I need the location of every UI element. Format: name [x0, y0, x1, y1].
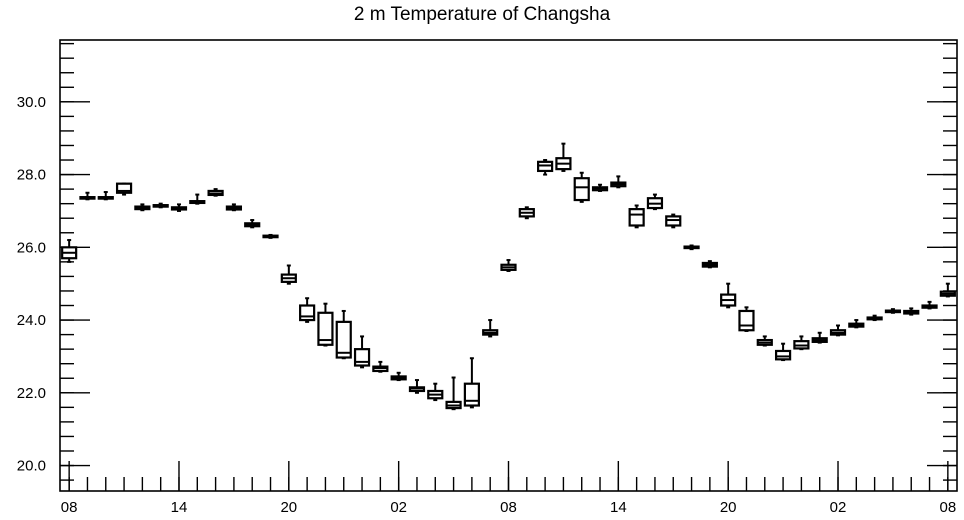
- box-body: [573, 177, 590, 202]
- box-body: [628, 208, 645, 227]
- box-plot: [921, 300, 938, 310]
- box-plot: [738, 306, 755, 332]
- x-tick-label: 02: [390, 499, 407, 516]
- box-plot: [353, 335, 371, 369]
- y-tick-label: 20.0: [17, 458, 46, 475]
- box-plot: [537, 159, 554, 176]
- box-plot: [170, 203, 188, 212]
- box-plot: [225, 203, 243, 212]
- box-plot: [115, 182, 133, 196]
- x-tick-label: 08: [940, 499, 957, 516]
- box-plot: [207, 188, 224, 197]
- box-plot: [317, 302, 334, 347]
- box-plot: [573, 171, 590, 203]
- box-plot: [61, 239, 78, 263]
- box-plot: [555, 142, 572, 172]
- chart-title: 2 m Temperature of Changsha: [353, 4, 611, 25]
- y-tick-label: 26.0: [17, 239, 46, 256]
- box-plot: [97, 191, 114, 201]
- box-plot: [811, 331, 828, 344]
- box-plot: [134, 203, 151, 212]
- x-tick-label: 08: [500, 499, 517, 516]
- box-plot: [280, 264, 297, 285]
- box-plot: [390, 371, 407, 382]
- box-plot: [244, 219, 261, 229]
- box-plot: [299, 297, 316, 323]
- x-tick-label: 02: [830, 499, 847, 516]
- y-tick-label: 22.0: [17, 385, 46, 402]
- box-plot: [829, 324, 847, 337]
- box-plot: [591, 183, 609, 192]
- box-plot: [866, 314, 883, 322]
- box-plot: [482, 319, 499, 338]
- box-plot: [427, 382, 444, 402]
- box-body: [115, 182, 133, 194]
- box-plot: [500, 259, 517, 272]
- box-plot: [848, 319, 865, 329]
- box-plot: [79, 191, 96, 201]
- box-plot: [720, 282, 737, 309]
- y-tick-label: 28.0: [17, 167, 46, 184]
- box-plot: [372, 360, 389, 373]
- box-body: [463, 382, 480, 407]
- box-plot: [903, 307, 920, 316]
- x-tick-label: 20: [720, 499, 737, 516]
- box-plot: [628, 204, 645, 229]
- box-plot: [756, 335, 773, 347]
- boxes: [61, 142, 956, 411]
- box-plot: [610, 175, 627, 189]
- box-plot: [665, 213, 682, 229]
- box-plot: [262, 233, 279, 239]
- x-tick-label: 08: [61, 499, 78, 516]
- box-body: [353, 348, 371, 367]
- box-plot: [445, 376, 462, 411]
- y-tick-label: 30.0: [17, 94, 46, 111]
- box-plot: [335, 309, 352, 360]
- box-plot: [683, 244, 700, 251]
- box-body: [335, 320, 352, 359]
- box-body: [738, 309, 755, 332]
- y-tick-label: 24.0: [17, 312, 46, 329]
- box-plot: [701, 260, 718, 269]
- box-plot: [463, 357, 480, 409]
- box-body: [299, 304, 316, 322]
- box-plot: [884, 308, 902, 314]
- box-plot: [793, 335, 810, 351]
- box-body: [317, 311, 334, 346]
- box-plot: [189, 193, 206, 205]
- x-tick-label: 14: [171, 499, 188, 516]
- box-plot: [646, 193, 664, 211]
- box-plot: [408, 379, 426, 394]
- box-plot: [774, 342, 792, 362]
- x-tick-label: 14: [610, 499, 627, 516]
- box-plot: [152, 202, 169, 209]
- box-body: [774, 349, 792, 361]
- axes: 20.0 22.0 24.0 26.0 28.0 30.0 08 14 20 02 08 14 20 02…: [17, 39, 958, 516]
- box-plot: [518, 206, 535, 220]
- x-tick-label: 20: [280, 499, 297, 516]
- box-plot: [939, 282, 956, 298]
